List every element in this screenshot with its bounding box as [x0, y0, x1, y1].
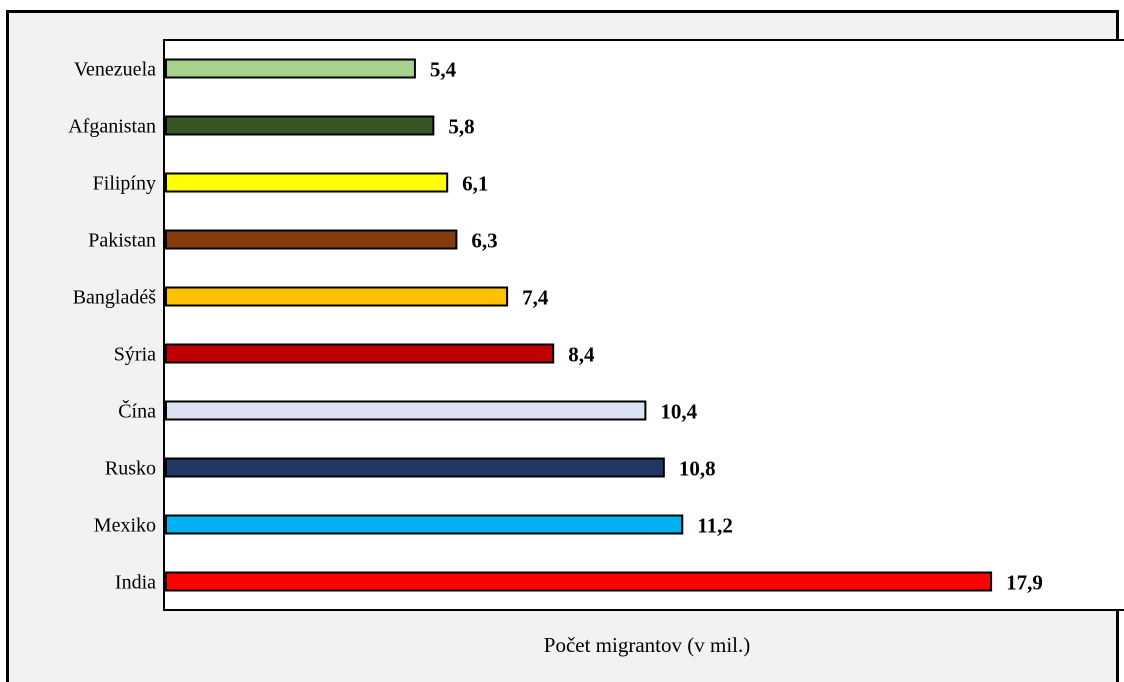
- category-label-3: Pakistan: [88, 230, 156, 252]
- category-label-5: Sýria: [114, 344, 156, 366]
- value-label-5: 8,4: [568, 343, 595, 367]
- category-label-2: Filipíny: [93, 173, 156, 195]
- bar-0: [166, 60, 415, 78]
- bar-9: [166, 573, 991, 591]
- value-label-6: 10,4: [660, 400, 697, 424]
- value-label-7: 10,8: [679, 457, 716, 481]
- category-label-4: Bangladéš: [73, 287, 157, 309]
- value-label-9: 17,9: [1006, 571, 1043, 595]
- category-labels-group: Venezuela Afganistan Filipíny Pakistan Bangl…: [68, 59, 156, 594]
- category-label-7: Rusko: [105, 458, 156, 480]
- value-label-8: 11,2: [697, 514, 733, 538]
- category-label-0: Venezuela: [74, 59, 156, 81]
- x-axis-title: Počet migrantov (v mil.): [544, 633, 750, 657]
- bar-8: [166, 516, 682, 534]
- bar-1: [166, 117, 433, 135]
- bar-3: [166, 231, 456, 249]
- category-label-9: India: [115, 572, 156, 594]
- category-label-1: Afganistan: [68, 116, 156, 138]
- category-label-8: Mexiko: [94, 515, 156, 537]
- value-label-4: 7,4: [522, 286, 549, 310]
- bar-7: [166, 459, 664, 477]
- bar-5: [166, 345, 553, 363]
- bar-4: [166, 288, 507, 306]
- value-label-0: 5,4: [430, 58, 457, 82]
- value-label-1: 5,8: [448, 115, 474, 139]
- bar-6: [166, 402, 645, 420]
- category-label-6: Čína: [118, 399, 156, 423]
- value-label-2: 6,1: [462, 172, 488, 196]
- value-label-3: 6,3: [471, 229, 497, 253]
- bar-2: [166, 174, 447, 192]
